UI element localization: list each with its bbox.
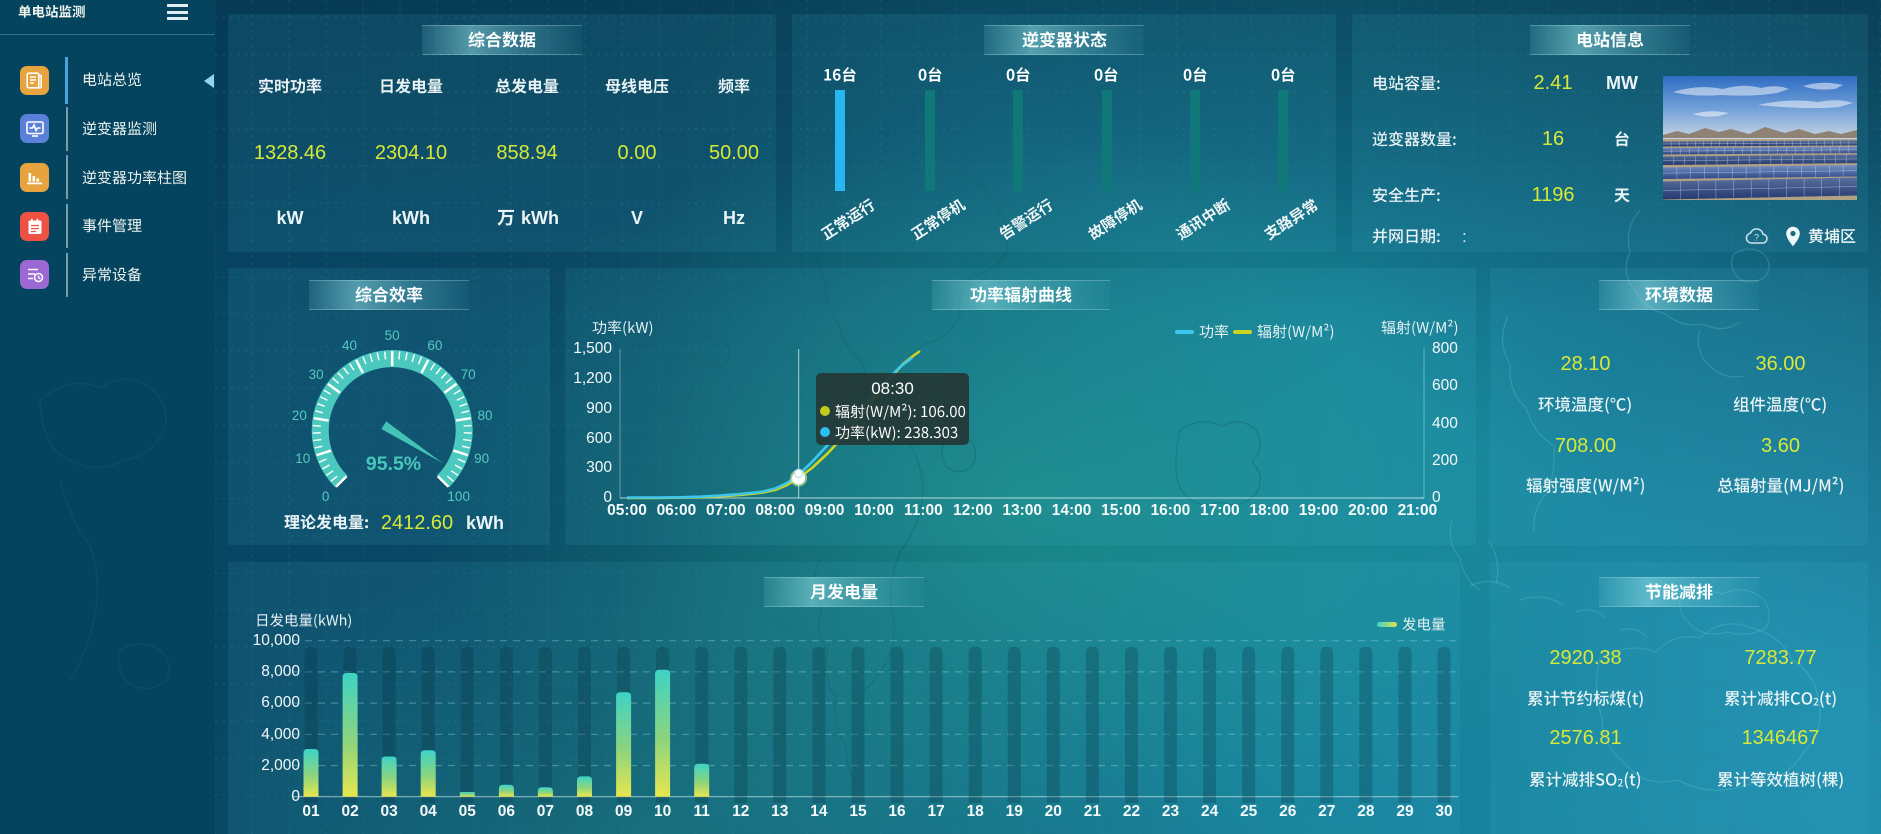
svg-text:?: ? xyxy=(1754,233,1759,243)
